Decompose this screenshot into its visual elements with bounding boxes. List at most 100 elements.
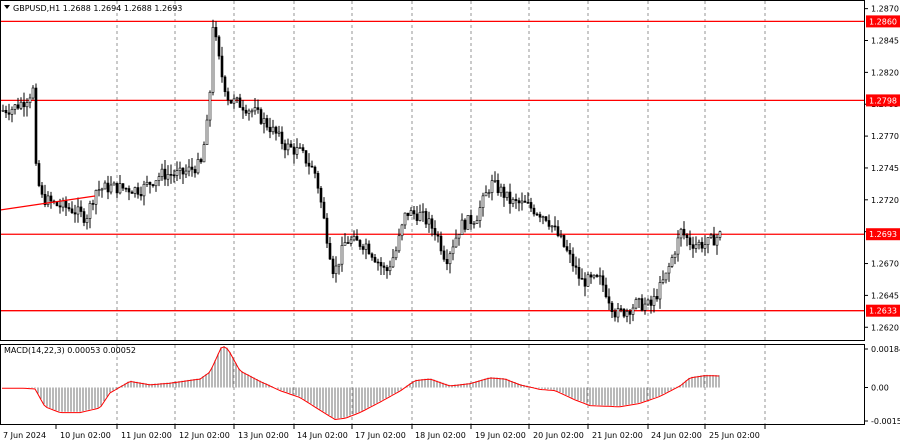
candle-body [286,143,290,151]
candle-body [1,109,5,112]
candle-body [703,244,707,249]
candle-body [16,104,20,109]
candle-body [589,274,593,278]
candle-body [316,173,320,189]
candle-body [496,180,500,194]
candle-body [337,263,341,267]
candle-body [610,302,614,312]
candle-body [355,236,359,241]
candle-body [604,284,608,298]
candle-body [334,265,338,275]
x-tick-label: 7 Jun 2024 [3,431,46,440]
x-tick-label: 20 Jun 02:00 [533,431,584,440]
candle-body [511,199,515,204]
candle-body [181,167,185,175]
candle-body [376,261,380,264]
candle-body [559,235,563,237]
x-tick-label: 25 Jun 02:00 [709,431,760,440]
candle-body [328,243,332,260]
level-price-tag-label: 1.2798 [869,96,897,105]
candle-body [22,101,26,108]
candle-body [103,182,107,190]
candle-body [406,212,410,216]
candle-body [463,219,467,230]
candle-body [229,99,233,104]
candle-body [118,183,122,194]
candle-body [415,213,419,221]
candle-body [58,205,62,208]
candle-body [46,195,50,205]
dropdown-triangle-icon[interactable] [4,5,10,9]
candle-body [121,183,125,189]
candle-body [172,174,176,177]
candle-body [577,267,581,279]
candle-body [247,110,251,114]
candle-body [601,275,605,286]
candle-body [706,237,710,246]
level-price-tag [866,304,900,317]
candle-body [43,193,47,205]
level-price-tag [866,94,900,107]
candle-body [331,258,335,275]
candle-body [259,109,263,124]
candle-body [445,259,449,265]
candle-body [211,27,215,93]
candle-body [637,298,641,300]
candle-body [352,236,356,241]
candle-body [271,126,275,133]
candle-body [130,191,134,194]
candle-body [469,215,473,224]
candle-body [574,265,578,268]
x-tick-label: 13 Jun 02:00 [238,431,289,440]
x-tick-label: 24 Jun 02:00 [651,431,702,440]
candle-body [139,194,143,197]
candle-body [79,206,83,212]
candle-body [625,311,629,317]
candle-body [454,237,458,248]
candle-body [508,191,512,204]
candle-body [583,278,587,287]
trend-line[interactable] [0,195,96,211]
candle-body [472,223,476,225]
candle-body [370,253,374,258]
candle-body [88,203,92,219]
candle-body [580,278,584,280]
candle-body [106,182,110,193]
candle-body [652,296,656,306]
candle-body [442,250,446,260]
candle-body [550,225,554,228]
candle-body [595,274,599,277]
candle-body [280,131,284,144]
candle-body [664,272,668,281]
candle-body [607,296,611,304]
candle-body [136,187,140,195]
candle-body [289,143,293,148]
candle-body [715,237,719,246]
candle-body [127,188,131,193]
candle-body [49,195,53,202]
macd-label: MACD(14,22,3) 0.00053 0.00052 [4,346,136,355]
candle-body [682,228,686,236]
candle-body [253,107,257,112]
candle-body [313,166,317,174]
candle-body [643,303,647,311]
candle-body [298,147,302,149]
candle-body [697,241,701,246]
candle-body [517,200,521,204]
x-tick-label: 21 Jun 02:00 [592,431,643,440]
y-tick-label: 1.2645 [871,291,899,300]
candle-body [532,207,536,215]
candle-body [142,183,146,197]
candle-body [349,239,353,244]
candle-body [535,213,539,216]
candle-body [346,242,350,244]
candle-body [28,97,32,103]
candle-body [217,36,221,57]
candle-body [238,97,242,108]
candle-body [34,87,38,164]
candle-body [700,241,704,249]
candle-body [19,101,23,109]
candle-body [145,181,149,185]
candle-body [373,257,377,263]
